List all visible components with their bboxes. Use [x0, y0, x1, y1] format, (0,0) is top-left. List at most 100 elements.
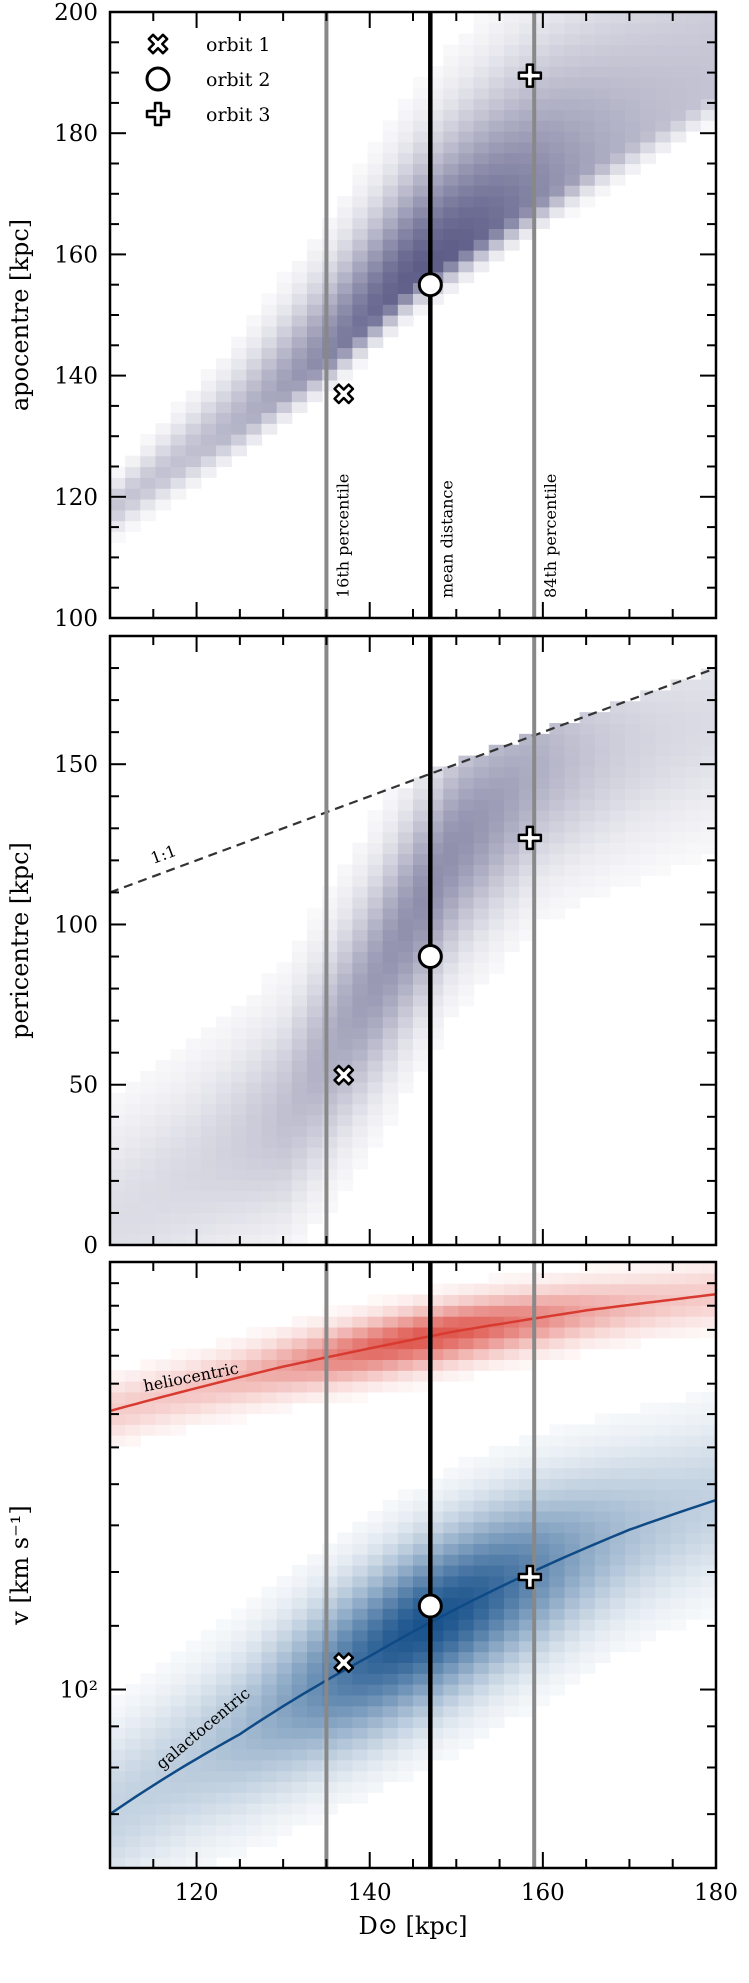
galacto-heat-cell: [140, 1759, 157, 1772]
galacto-heat-cell: [185, 1684, 202, 1696]
heat-cell: [246, 1092, 263, 1105]
galacto-heat-cell: [322, 1619, 338, 1631]
galacto-heat-cell: [458, 1500, 475, 1512]
helio-heat-cell: [594, 1272, 611, 1285]
helio-heat-cell: [413, 1305, 429, 1317]
heat-cell: [413, 984, 429, 996]
heat-cell: [170, 444, 187, 457]
heat-cell: [261, 1071, 278, 1083]
heat-cell: [155, 1179, 172, 1192]
heat-cell: [428, 66, 444, 78]
heat-cell: [458, 239, 475, 251]
galacto-heat-cell: [685, 1435, 702, 1447]
heat-cell: [564, 777, 581, 789]
galacto-heat-cell: [534, 1619, 550, 1631]
galacto-heat-cell: [519, 1640, 535, 1653]
heat-cell: [443, 206, 460, 219]
heat-cell: [594, 842, 611, 855]
helio-heat-cell: [670, 1294, 687, 1306]
galacto-heat-cell: [655, 1586, 672, 1599]
galacto-heat-cell: [458, 1705, 475, 1718]
galacto-heat-cell: [534, 1673, 550, 1685]
heat-cell: [352, 228, 369, 240]
heat-cell: [640, 810, 656, 822]
helio-heat-cell: [413, 1348, 429, 1360]
heat-cell: [382, 962, 399, 974]
heat-cell: [155, 1234, 172, 1246]
helio-heat-cell: [231, 1381, 247, 1393]
heat-cell: [685, 853, 702, 865]
galacto-heat-cell: [306, 1651, 323, 1663]
heat-cell: [110, 1212, 126, 1224]
heat-cell: [397, 864, 414, 876]
galacto-heat-cell: [473, 1532, 490, 1544]
heat-cell: [352, 239, 369, 251]
heat-cell: [428, 87, 444, 100]
helio-heat-cell: [291, 1370, 308, 1382]
heat-cell: [231, 369, 247, 381]
heat-cell: [594, 777, 611, 789]
galacto-heat-cell: [473, 1586, 490, 1599]
heat-cell: [306, 1136, 323, 1148]
galacto-heat-cell: [170, 1835, 187, 1847]
galacto-heat-cell: [685, 1456, 702, 1469]
galacto-heat-cell: [519, 1478, 535, 1490]
heat-cell: [685, 22, 702, 35]
heat-cell: [337, 994, 353, 1007]
heat-cell: [458, 174, 475, 186]
heat-cell: [155, 1168, 172, 1181]
heat-cell: [397, 206, 414, 219]
helio-heat-cell: [503, 1305, 520, 1317]
helio-heat-cell: [125, 1370, 141, 1382]
heat-cell: [322, 1168, 338, 1181]
galacto-heat-cell: [155, 1770, 172, 1783]
galacto-heat-cell: [519, 1619, 535, 1631]
helio-heat-cell: [609, 1316, 626, 1328]
galacto-heat-cell: [306, 1781, 323, 1793]
galacto-heat-cell: [322, 1597, 338, 1609]
galacto-heat-cell: [200, 1813, 217, 1826]
heat-cell: [473, 766, 490, 778]
galacto-heat-cell: [382, 1575, 399, 1588]
heat-cell: [519, 766, 535, 778]
heat-cell: [443, 918, 460, 931]
heat-cell: [125, 1201, 141, 1213]
galacto-heat-cell: [125, 1759, 141, 1772]
heat-cell: [185, 1060, 202, 1072]
galacto-heat-cell: [231, 1759, 247, 1772]
helio-heat-cell: [458, 1305, 475, 1317]
heat-cell: [458, 185, 475, 197]
galacto-heat-cell: [110, 1694, 126, 1707]
heat-cell: [185, 1212, 202, 1224]
heat-cell: [443, 831, 460, 844]
galacto-heat-cell: [625, 1467, 641, 1480]
galacto-heat-cell: [306, 1716, 323, 1728]
heat-cell: [428, 1005, 444, 1018]
galacto-heat-cell: [519, 1597, 535, 1609]
heat-cell: [458, 217, 475, 230]
heat-cell: [685, 679, 702, 691]
heat-cell: [685, 755, 702, 768]
heat-cell: [276, 1092, 293, 1105]
heat-cell: [413, 1005, 429, 1018]
heat-cell: [125, 1179, 141, 1192]
heat-cell: [579, 744, 596, 757]
heat-cell: [322, 1158, 338, 1170]
heat-cell: [625, 733, 641, 746]
galacto-heat-cell: [670, 1500, 687, 1512]
galacto-heat-cell: [534, 1543, 550, 1555]
galacto-heat-cell: [670, 1413, 687, 1425]
helio-heat-cell: [443, 1337, 460, 1350]
galacto-heat-cell: [655, 1413, 672, 1425]
galacto-heat-cell: [503, 1651, 520, 1663]
heat-cell: [670, 690, 687, 702]
heat-cell: [625, 55, 641, 67]
galacto-heat-cell: [549, 1543, 566, 1555]
heat-cell: [428, 228, 444, 240]
heat-cell: [322, 1049, 338, 1061]
heat-cell: [276, 1147, 293, 1159]
galacto-heat-cell: [458, 1521, 475, 1534]
galacto-heat-cell: [670, 1521, 687, 1534]
galacto-heat-cell: [170, 1824, 187, 1837]
galacto-heat-cell: [564, 1608, 581, 1620]
